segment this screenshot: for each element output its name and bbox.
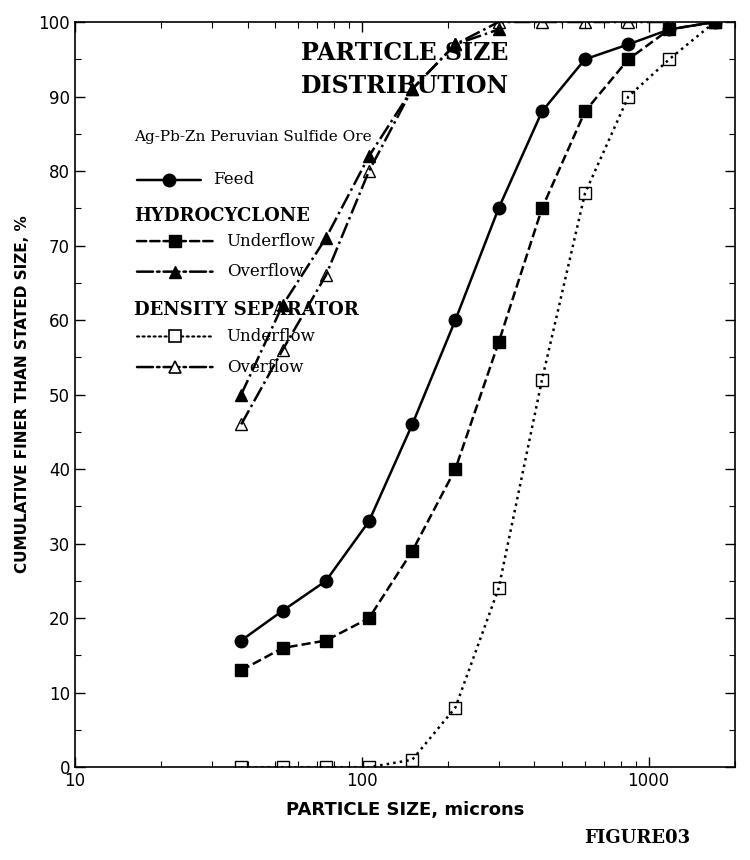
Text: Feed: Feed <box>214 171 254 188</box>
Text: DENSITY SEPARATOR: DENSITY SEPARATOR <box>134 302 359 319</box>
Text: Overflow: Overflow <box>226 359 303 376</box>
Text: FIGURE03: FIGURE03 <box>584 829 690 847</box>
Text: Overflow: Overflow <box>226 263 303 280</box>
X-axis label: PARTICLE SIZE, microns: PARTICLE SIZE, microns <box>286 802 524 820</box>
Text: DISTRIBUTION: DISTRIBUTION <box>301 74 509 98</box>
Text: Underflow: Underflow <box>226 232 316 249</box>
Y-axis label: CUMULATIVE FINER THAN STATED SIZE, %: CUMULATIVE FINER THAN STATED SIZE, % <box>15 216 30 574</box>
Text: Ag-Pb-Zn Peruvian Sulfide Ore: Ag-Pb-Zn Peruvian Sulfide Ore <box>134 130 372 144</box>
Text: HYDROCYCLONE: HYDROCYCLONE <box>134 206 310 224</box>
Text: PARTICLE SIZE: PARTICLE SIZE <box>302 40 508 64</box>
Text: Underflow: Underflow <box>226 328 316 345</box>
